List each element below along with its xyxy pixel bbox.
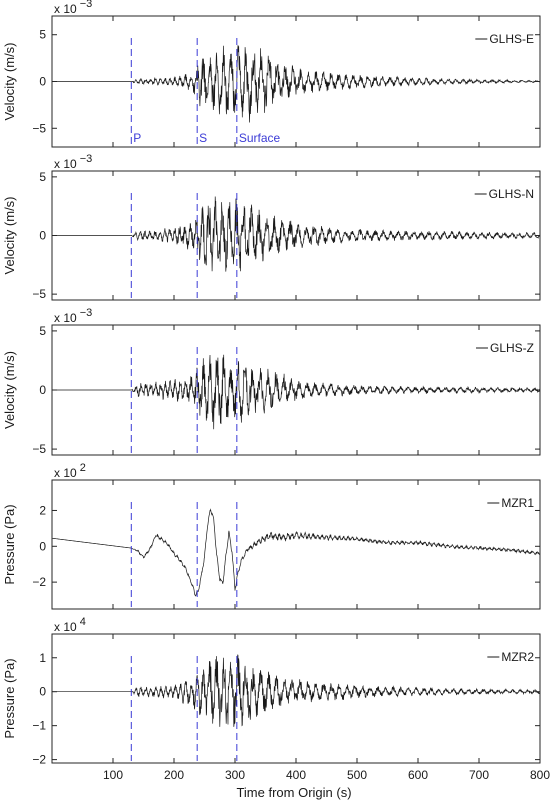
- y-tick-label: 0: [39, 539, 46, 553]
- y-axis-label: Velocity (m/s): [2, 42, 17, 120]
- y-exponent-label: x 10 −3: [54, 0, 92, 16]
- trace-mzr2: [52, 654, 540, 727]
- y-exponent-label: x 10 4: [54, 616, 86, 634]
- y-tick-label: 0: [39, 75, 46, 89]
- x-tick-label: 300: [225, 768, 245, 782]
- panel-mzr1: −2 0 2 x 10 2 Pressure (Pa) MZR1: [2, 462, 541, 610]
- y-exponent-label: x 10 2: [54, 462, 86, 480]
- legend-label: MZR1: [501, 496, 534, 510]
- y-tick-label: 5: [39, 170, 46, 184]
- phase-marker-label: S: [199, 131, 207, 145]
- x-axis-label: Time from Origin (s): [236, 785, 351, 800]
- y-tick-label: 5: [39, 28, 46, 42]
- trace-glhs-z: [52, 354, 540, 430]
- y-exponent-label: x 10 −3: [54, 153, 92, 171]
- x-tick-label: 800: [530, 768, 550, 782]
- y-tick-label: −2: [32, 575, 46, 589]
- x-tick-label: 100: [103, 768, 123, 782]
- phase-marker-label: Surface: [239, 131, 281, 145]
- axes-box: [51, 479, 541, 610]
- trace-glhs-n: [52, 196, 540, 272]
- x-tick-label: 500: [347, 768, 367, 782]
- y-tick-label: −1: [32, 719, 46, 733]
- y-tick-label: 0: [39, 685, 46, 699]
- trace-glhs-e: [52, 45, 540, 123]
- y-tick-label: 0: [39, 383, 46, 397]
- y-tick-label: −5: [32, 121, 46, 135]
- x-tick-label: 700: [469, 768, 489, 782]
- y-axis-label: Pressure (Pa): [2, 504, 17, 584]
- legend-label: GLHS-E: [489, 32, 534, 46]
- y-tick-label: 1: [39, 651, 46, 665]
- legend-label: GLHS-Z: [490, 341, 534, 355]
- y-tick-label: 5: [39, 324, 46, 338]
- x-tick-label: 400: [286, 768, 306, 782]
- x-tick-label: 600: [408, 768, 428, 782]
- x-tick-label: 200: [164, 768, 184, 782]
- y-tick-label: 0: [39, 229, 46, 243]
- y-tick-label: 2: [39, 503, 46, 517]
- trace-mzr1: [52, 508, 540, 597]
- y-axis-label: Velocity (m/s): [2, 196, 17, 274]
- legend-label: GLHS-N: [489, 187, 534, 201]
- y-axis-label: Pressure (Pa): [2, 658, 17, 738]
- phase-marker-label: P: [133, 131, 141, 145]
- y-tick-label: −2: [32, 753, 46, 767]
- y-tick-label: −5: [32, 287, 46, 301]
- axes-box: [51, 633, 541, 764]
- panel-mzr2: −2 −1 0 1 100 200 300 400 500 600 700 800 x 10 4 Press…: [2, 616, 550, 782]
- panel-glhs-n: −5 0 5 x 10 −3 Velocity (m/s) GLHS-N: [2, 153, 541, 301]
- y-axis-label: Velocity (m/s): [2, 351, 17, 429]
- panel-glhs-z: −5 0 5 x 10 −3 Velocity (m/s) GLHS-Z: [2, 307, 541, 456]
- panel-glhs-e: P S Surface −5 0 5 x 10 −3 Velocity (m/s) GLHS-E: [2, 0, 541, 148]
- legend-label: MZR2: [501, 650, 534, 664]
- y-tick-label: −5: [32, 442, 46, 456]
- y-exponent-label: x 10 −3: [54, 307, 92, 325]
